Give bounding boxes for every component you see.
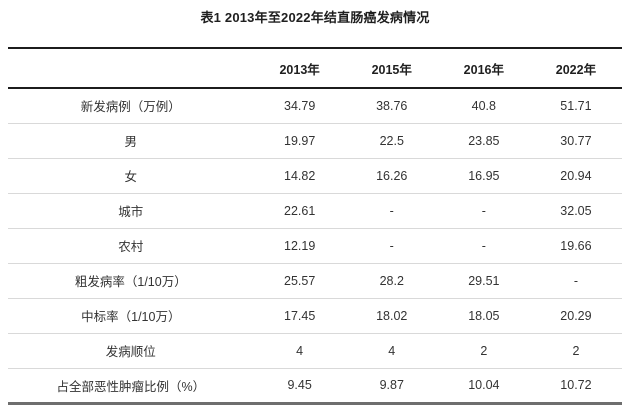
table-row-new-cases: 新发病例（万例） 34.79 38.76 40.8 51.71	[8, 88, 622, 124]
table-cell: 20.94	[529, 158, 622, 194]
table-cell: 16.95	[437, 158, 530, 194]
table-cell: 9.87	[345, 368, 438, 405]
table-cell: 19.97	[253, 123, 346, 159]
table-cell: 29.51	[437, 263, 530, 299]
row-label: 粗发病率（1/10万）	[8, 263, 254, 299]
table-cell: 16.26	[345, 158, 438, 194]
header-year-2016: 2016年	[437, 48, 530, 89]
header-year-2022: 2022年	[529, 48, 622, 89]
row-label: 占全部恶性肿瘤比例（%）	[8, 368, 254, 405]
table-cell: -	[437, 228, 530, 264]
table-cell: 4	[345, 333, 438, 369]
table-cell: 4	[253, 333, 346, 369]
header-year-2015: 2015年	[345, 48, 438, 89]
table-cell: 2	[529, 333, 622, 369]
table-cell: 17.45	[253, 298, 346, 334]
page: 表1 2013年至2022年结直肠癌发病情况 2013年 2015年 2016年…	[0, 9, 630, 415]
row-label: 城市	[8, 193, 254, 229]
row-label: 新发病例（万例）	[8, 88, 254, 124]
table-row-standardized-rate: 中标率（1/10万） 17.45 18.02 18.05 20.29	[8, 298, 622, 334]
table-cell: 14.82	[253, 158, 346, 194]
table-cell: 51.71	[529, 88, 622, 124]
table-cell: 19.66	[529, 228, 622, 264]
table-cell: -	[529, 263, 622, 299]
table-cell: 12.19	[253, 228, 346, 264]
table-row-crude-rate: 粗发病率（1/10万） 25.57 28.2 29.51 -	[8, 263, 622, 299]
table-cell: 23.85	[437, 123, 530, 159]
table-cell: -	[345, 228, 438, 264]
header-corner-cell	[8, 48, 254, 89]
table-row-female: 女 14.82 16.26 16.95 20.94	[8, 158, 622, 194]
table-row-proportion-of-all-cancers: 占全部恶性肿瘤比例（%） 9.45 9.87 10.04 10.72	[8, 368, 622, 405]
table-cell: 34.79	[253, 88, 346, 124]
table-row-male: 男 19.97 22.5 23.85 30.77	[8, 123, 622, 159]
table-cell: 18.02	[345, 298, 438, 334]
table-cell: -	[345, 193, 438, 229]
header-row: 2013年 2015年 2016年 2022年	[8, 48, 622, 89]
table-cell: 25.57	[253, 263, 346, 299]
table-cell: 30.77	[529, 123, 622, 159]
incidence-table: 2013年 2015年 2016年 2022年 新发病例（万例） 34.79 3…	[8, 47, 622, 405]
table-body: 新发病例（万例） 34.79 38.76 40.8 51.71 男 19.97 …	[8, 88, 622, 405]
table-row-incidence-rank: 发病顺位 4 4 2 2	[8, 333, 622, 369]
table-cell: 40.8	[437, 88, 530, 124]
table-cell: 18.05	[437, 298, 530, 334]
table-cell: 10.72	[529, 368, 622, 405]
table-cell: 22.61	[253, 193, 346, 229]
table-cell: 22.5	[345, 123, 438, 159]
row-label: 男	[8, 123, 254, 159]
row-label: 女	[8, 158, 254, 194]
table-row-urban: 城市 22.61 - - 32.05	[8, 193, 622, 229]
table-title: 表1 2013年至2022年结直肠癌发病情况	[200, 10, 430, 25]
table-cell: 32.05	[529, 193, 622, 229]
table-cell: 20.29	[529, 298, 622, 334]
table-header: 2013年 2015年 2016年 2022年	[8, 48, 622, 89]
table-cell: -	[437, 193, 530, 229]
table-cell: 10.04	[437, 368, 530, 405]
table-row-rural: 农村 12.19 - - 19.66	[8, 228, 622, 264]
table-cell: 38.76	[345, 88, 438, 124]
row-label: 中标率（1/10万）	[8, 298, 254, 334]
table-cell: 2	[437, 333, 530, 369]
row-label: 发病顺位	[8, 333, 254, 369]
header-year-2013: 2013年	[253, 48, 346, 89]
table-cell: 28.2	[345, 263, 438, 299]
table-cell: 9.45	[253, 368, 346, 405]
row-label: 农村	[8, 228, 254, 264]
